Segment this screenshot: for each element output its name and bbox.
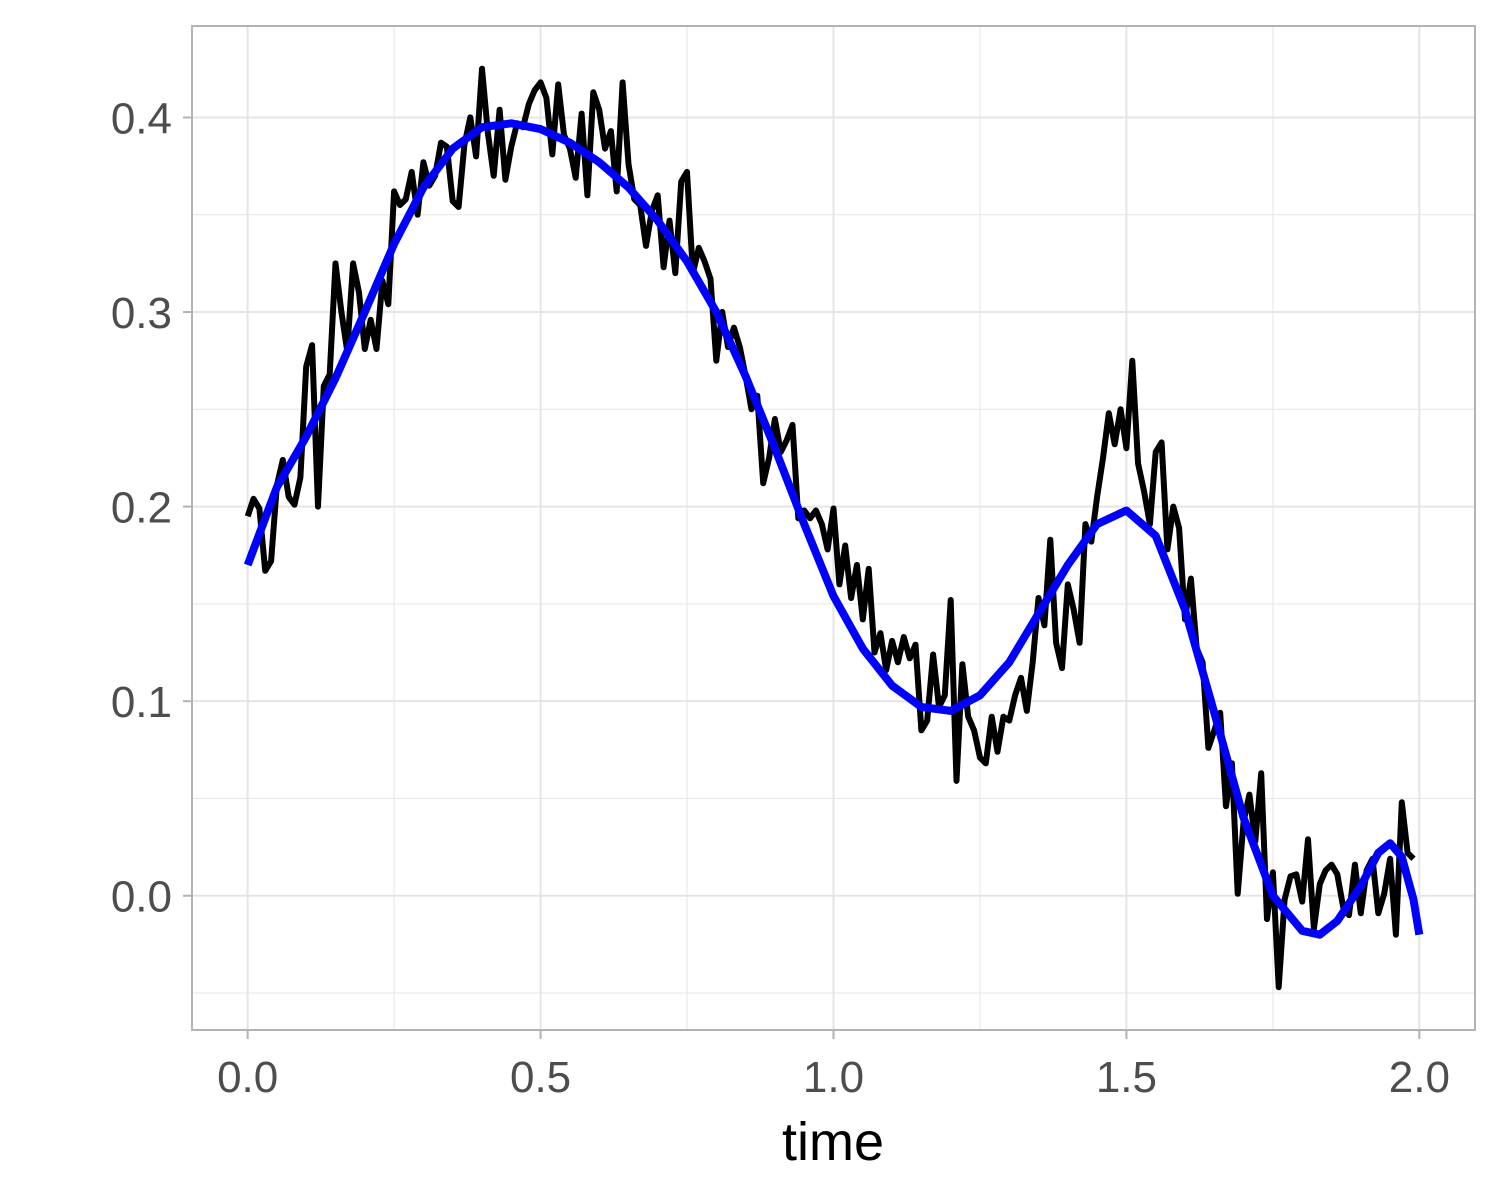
- y-tick-label: 0.1: [111, 678, 172, 727]
- y-tick-label: 0.3: [111, 289, 172, 338]
- x-tick-label: 0.5: [510, 1053, 571, 1102]
- x-tick-label: 1.5: [1096, 1053, 1157, 1102]
- y-tick-label: 0.4: [111, 94, 172, 143]
- series-lines: [243, 65, 1424, 991]
- x-tick-label: 1.0: [803, 1053, 864, 1102]
- x-axis-title: time: [782, 1112, 884, 1172]
- x-axis-tick-labels: 0.0 0.5 1.0 1.5 2.0: [217, 1030, 1450, 1102]
- smooth-series-line: [243, 119, 1424, 939]
- y-tick-label: 0.2: [111, 484, 172, 533]
- x-tick-label: 2.0: [1389, 1053, 1450, 1102]
- y-axis-tick-labels: 0.0 0.1 0.2 0.3 0.4: [111, 94, 192, 922]
- x-tick-label: 0.0: [217, 1053, 278, 1102]
- y-tick-label: 0.0: [111, 873, 172, 922]
